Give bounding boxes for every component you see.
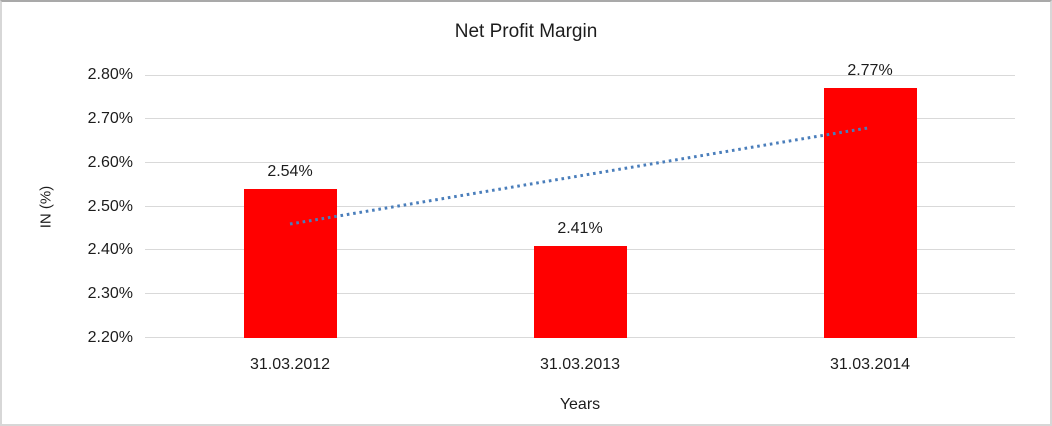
- trendline-path: [289, 126, 871, 226]
- x-tick-label: 31.03.2014: [829, 356, 911, 373]
- gridline: [145, 118, 1015, 119]
- x-tick-label: 31.03.2012: [249, 356, 331, 373]
- chart-title: Net Profit Margin: [454, 21, 598, 42]
- y-tick-label: 2.80%: [87, 66, 133, 83]
- x-tick-label: 31.03.2013: [539, 356, 621, 373]
- bar-31.03.2012: [244, 189, 337, 338]
- bar-value-label: 2.41%: [557, 220, 603, 237]
- y-tick-label: 2.40%: [87, 241, 133, 258]
- y-tick-label: 2.50%: [87, 198, 133, 215]
- plot-area: 2.54% 2.41% 2.77%: [145, 62, 1015, 338]
- bar-31.03.2013: [534, 246, 627, 338]
- bar-31.03.2014: [824, 88, 917, 338]
- gridline: [145, 162, 1015, 163]
- bar-value-label: 2.54%: [267, 163, 313, 180]
- y-tick-label: 2.60%: [87, 154, 133, 171]
- gridline: [145, 75, 1015, 76]
- gridline: [145, 206, 1015, 207]
- trendline: [289, 126, 871, 226]
- y-tick-label: 2.20%: [87, 329, 133, 346]
- y-axis-tick-labels: 2.80% 2.70% 2.60% 2.50% 2.40% 2.30% 2.20%: [2, 66, 133, 346]
- x-axis-title: Years: [559, 396, 601, 413]
- y-tick-label: 2.30%: [87, 285, 133, 302]
- y-tick-label: 2.70%: [87, 110, 133, 127]
- x-axis-tick-labels: 31.03.2012 31.03.2013 31.03.2014: [145, 355, 1015, 375]
- bar-value-label: 2.77%: [847, 62, 893, 79]
